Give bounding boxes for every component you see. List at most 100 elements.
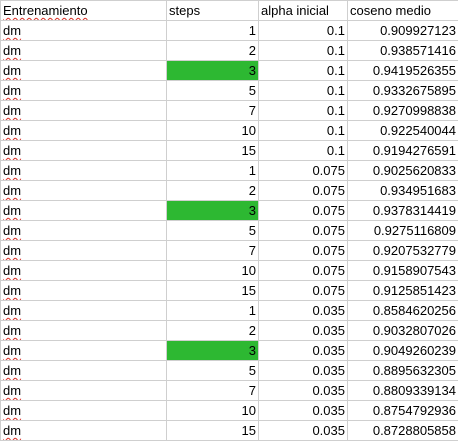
cell-coseno[interactable]: 0.9378314419 <box>348 201 458 221</box>
header-label-entrenamiento: Entrenamiento <box>3 3 88 18</box>
cell-entrenamiento[interactable]: dm <box>1 161 167 181</box>
cell-coseno[interactable]: 0.9270998838 <box>348 101 458 121</box>
cell-steps[interactable]: 1 <box>167 161 259 181</box>
cell-alpha[interactable]: 0.1 <box>259 61 348 81</box>
header-cell-alpha[interactable]: alpha inicial <box>259 1 348 21</box>
cell-entrenamiento[interactable]: dm <box>1 281 167 301</box>
cell-alpha[interactable]: 0.035 <box>259 341 348 361</box>
cell-steps[interactable]: 15 <box>167 421 259 441</box>
cell-entrenamiento[interactable]: dm <box>1 381 167 401</box>
cell-coseno[interactable]: 0.9049260239 <box>348 341 458 361</box>
cell-steps[interactable]: 7 <box>167 241 259 261</box>
cell-steps[interactable]: 2 <box>167 41 259 61</box>
cell-coseno[interactable]: 0.8895632305 <box>348 361 458 381</box>
cell-entrenamiento[interactable]: dm <box>1 341 167 361</box>
cell-steps[interactable]: 15 <box>167 141 259 161</box>
cell-coseno[interactable]: 0.9025620833 <box>348 161 458 181</box>
cell-coseno[interactable]: 0.8809339134 <box>348 381 458 401</box>
header-cell-entrenamiento[interactable]: Entrenamiento <box>1 1 167 21</box>
cell-alpha[interactable]: 0.1 <box>259 41 348 61</box>
cell-alpha[interactable]: 0.035 <box>259 361 348 381</box>
cell-alpha[interactable]: 0.035 <box>259 421 348 441</box>
cell-alpha[interactable]: 0.075 <box>259 161 348 181</box>
cell-entrenamiento[interactable]: dm <box>1 101 167 121</box>
cell-coseno[interactable]: 0.9125851423 <box>348 281 458 301</box>
cell-coseno[interactable]: 0.9032807026 <box>348 321 458 341</box>
cell-coseno[interactable]: 0.8728805858 <box>348 421 458 441</box>
cell-alpha[interactable]: 0.035 <box>259 301 348 321</box>
cell-alpha[interactable]: 0.075 <box>259 181 348 201</box>
cell-entrenamiento[interactable]: dm <box>1 261 167 281</box>
cell-entrenamiento[interactable]: dm <box>1 61 167 81</box>
cell-steps[interactable]: 10 <box>167 401 259 421</box>
cell-steps[interactable]: 3 <box>167 61 259 81</box>
cell-steps[interactable]: 2 <box>167 321 259 341</box>
cell-steps[interactable]: 7 <box>167 381 259 401</box>
cell-steps[interactable]: 1 <box>167 21 259 41</box>
cell-alpha[interactable]: 0.075 <box>259 221 348 241</box>
cell-entrenamiento[interactable]: dm <box>1 401 167 421</box>
header-cell-coseno[interactable]: coseno medio <box>348 1 458 21</box>
cell-steps[interactable]: 5 <box>167 361 259 381</box>
cell-steps[interactable]: 3 <box>167 201 259 221</box>
cell-entrenamiento[interactable]: dm <box>1 41 167 61</box>
cell-steps[interactable]: 15 <box>167 281 259 301</box>
cell-coseno[interactable]: 0.938571416 <box>348 41 458 61</box>
cell-steps[interactable]: 10 <box>167 121 259 141</box>
cell-steps[interactable]: 3 <box>167 341 259 361</box>
cell-alpha[interactable]: 0.1 <box>259 121 348 141</box>
cell-coseno[interactable]: 0.9419526355 <box>348 61 458 81</box>
cell-steps[interactable]: 5 <box>167 81 259 101</box>
cell-entrenamiento[interactable]: dm <box>1 421 167 441</box>
cell-coseno[interactable]: 0.8754792936 <box>348 401 458 421</box>
cell-coseno[interactable]: 0.9158907543 <box>348 261 458 281</box>
cell-entrenamiento[interactable]: dm <box>1 141 167 161</box>
cell-steps[interactable]: 5 <box>167 221 259 241</box>
cell-alpha[interactable]: 0.075 <box>259 201 348 221</box>
cell-entrenamiento-text: dm <box>3 123 21 138</box>
cell-entrenamiento[interactable]: dm <box>1 221 167 241</box>
cell-entrenamiento[interactable]: dm <box>1 81 167 101</box>
cell-coseno[interactable]: 0.9194276591 <box>348 141 458 161</box>
cell-coseno[interactable]: 0.934951683 <box>348 181 458 201</box>
cell-alpha[interactable]: 0.1 <box>259 101 348 121</box>
cell-entrenamiento-text: dm <box>3 303 21 318</box>
cell-alpha[interactable]: 0.1 <box>259 21 348 41</box>
cell-entrenamiento[interactable]: dm <box>1 201 167 221</box>
cell-alpha[interactable]: 0.035 <box>259 321 348 341</box>
cell-entrenamiento-text: dm <box>3 43 21 58</box>
cell-coseno[interactable]: 0.9275116809 <box>348 221 458 241</box>
cell-steps[interactable]: 1 <box>167 301 259 321</box>
cell-entrenamiento[interactable]: dm <box>1 181 167 201</box>
cell-entrenamiento[interactable]: dm <box>1 321 167 341</box>
cell-entrenamiento[interactable]: dm <box>1 121 167 141</box>
cell-entrenamiento[interactable]: dm <box>1 21 167 41</box>
cell-entrenamiento[interactable]: dm <box>1 241 167 261</box>
cell-alpha[interactable]: 0.075 <box>259 261 348 281</box>
cell-alpha[interactable]: 0.035 <box>259 381 348 401</box>
cell-coseno[interactable]: 0.922540044 <box>348 121 458 141</box>
cell-entrenamiento[interactable]: dm <box>1 361 167 381</box>
cell-alpha[interactable]: 0.1 <box>259 141 348 161</box>
cell-coseno[interactable]: 0.9207532779 <box>348 241 458 261</box>
cell-coseno[interactable]: 0.9332675895 <box>348 81 458 101</box>
cell-alpha[interactable]: 0.035 <box>259 401 348 421</box>
cell-coseno[interactable]: 0.8584620256 <box>348 301 458 321</box>
cell-steps[interactable]: 7 <box>167 101 259 121</box>
cell-alpha[interactable]: 0.1 <box>259 81 348 101</box>
cell-alpha[interactable]: 0.075 <box>259 281 348 301</box>
cell-steps[interactable]: 2 <box>167 181 259 201</box>
cell-alpha[interactable]: 0.075 <box>259 241 348 261</box>
cell-entrenamiento[interactable]: dm <box>1 301 167 321</box>
cell-coseno[interactable]: 0.909927123 <box>348 21 458 41</box>
cell-steps[interactable]: 10 <box>167 261 259 281</box>
header-cell-steps[interactable]: steps <box>167 1 259 21</box>
cell-entrenamiento-text: dm <box>3 423 21 438</box>
